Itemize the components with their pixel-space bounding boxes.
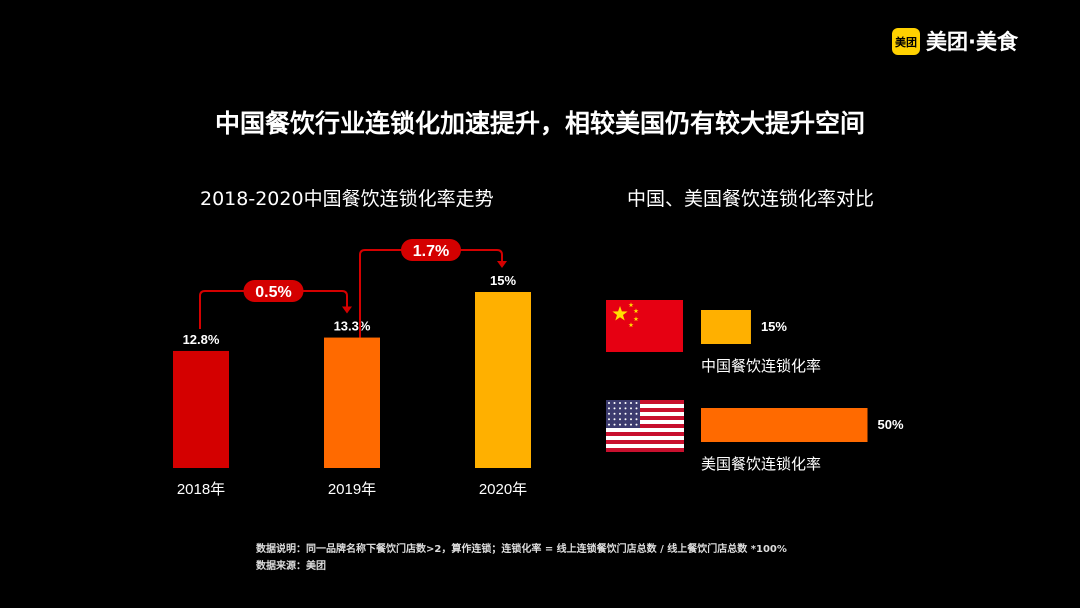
data-note: 数据说明：同一品牌名称下餐饮门店数>2，算作连锁；连锁化率 = 线上连锁餐饮门店… [256,544,787,555]
star-icon [624,407,627,410]
star-icon [619,423,621,426]
left-chart-title: 2018-2020中国餐饮连锁化率走势 [200,188,494,210]
star-icon [619,418,621,421]
usa-flag-icon [606,400,684,452]
stripe [606,432,684,436]
star-icon [633,316,639,322]
stripe [606,440,684,444]
stripe [606,444,684,448]
meituan-logo-text: 美团·美食 [926,30,1018,54]
star-icon [630,423,632,426]
growth-pill [243,280,304,302]
star-icon [613,423,616,426]
star-icon [613,407,616,410]
star-icon [613,412,616,415]
star-icon [630,412,632,415]
star-icon [624,402,627,404]
star-icon [635,423,638,426]
stripe [606,424,684,428]
x-tick-label: 2019年 [328,481,376,498]
star-icon [635,418,638,421]
bar-value-label: 12.8% [183,332,220,347]
stripe [606,400,684,404]
star-icon [608,423,610,426]
star-icon [630,407,632,410]
growth-label: 1.7% [413,243,449,260]
star-icon [624,412,627,415]
star-icon [612,306,628,321]
star-icon [619,402,621,404]
stripe [606,404,684,408]
star-icon [613,402,616,404]
star-icon [628,322,634,328]
bar-2019年 [324,337,380,468]
bar-value-label: 15% [490,273,516,288]
star-icon [630,402,632,404]
star-icon [624,423,627,426]
star-icon [635,407,638,410]
stripe [606,416,684,420]
star-icon [608,407,610,410]
star-icon [635,412,638,415]
data-source: 数据来源：美团 [256,561,326,572]
stripe [606,448,684,452]
star-icon [635,402,638,404]
x-tick-label: 2020年 [479,481,527,498]
stripe [606,408,684,412]
star-icon [619,407,621,410]
star-icon [628,302,634,308]
growth-label: 0.5% [255,284,291,301]
bar-value-label: 13.3% [334,319,371,334]
star-icon [630,418,632,421]
star-icon [613,418,616,421]
star-icon [608,418,610,421]
hbar-category-label: 中国餐饮连锁化率 [701,358,821,375]
china-flag-field [606,300,683,352]
star-icon [624,418,627,421]
right-chart-title: 中国、美国餐饮连锁化率对比 [627,188,875,210]
star-icon [608,402,610,404]
bar-2018年 [173,350,229,468]
china-flag-icon [606,300,683,352]
star-icon [608,412,610,415]
arrow-head-icon [497,261,507,268]
stripe [606,412,684,416]
slide-title: 中国餐饮行业连锁化加速提升，相较美国仍有较大提升空间 [214,109,865,138]
hbar-1 [701,408,868,442]
stripe [606,428,684,432]
x-tick-label: 2018年 [177,481,225,498]
star-icon [619,412,621,415]
meituan-logo-badge: 美团 [892,28,920,55]
usa-canton [606,400,640,428]
bar-2020年 [475,292,531,468]
star-icon [633,308,639,314]
hbar-category-label: 美国餐饮连锁化率 [701,456,821,473]
arrow-head-icon [342,306,352,314]
stripe [606,436,684,440]
hbar-0 [701,310,751,344]
growth-pill [401,239,461,261]
hbar-value-label: 50% [878,417,904,432]
hbar-value-label: 15% [761,319,787,334]
stripe [606,420,684,424]
